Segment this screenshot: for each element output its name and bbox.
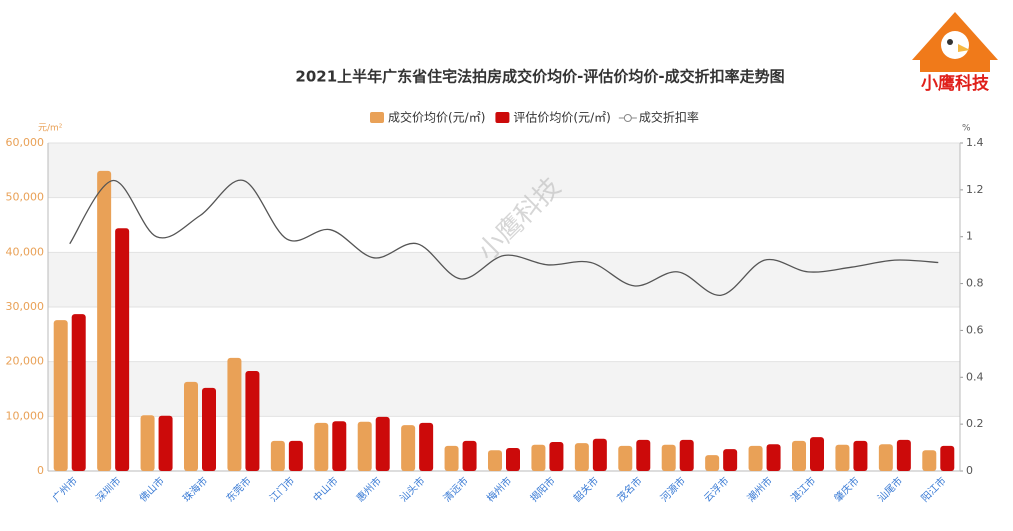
x-tick-label: 潮州市 [744, 474, 774, 504]
legend-label: 成交折扣率 [639, 110, 699, 125]
bar [592, 438, 607, 471]
bar [53, 320, 68, 471]
bar [270, 440, 285, 471]
y2-tick-label: 0.8 [966, 277, 984, 290]
bar [766, 444, 781, 471]
bar [401, 425, 416, 471]
x-tick-label: 清远市 [440, 474, 470, 504]
bar [288, 440, 303, 471]
bar [574, 443, 589, 471]
bar [97, 170, 112, 471]
x-tick-label: 湛江市 [788, 474, 818, 504]
bar [140, 415, 155, 471]
x-tick-label: 韶关市 [571, 474, 601, 504]
y2-tick-label: 0 [966, 464, 973, 477]
bar [896, 439, 911, 471]
x-tick-label: 珠海市 [180, 474, 210, 504]
x-tick-label: 河源市 [658, 474, 688, 504]
x-tick-label: 汕尾市 [875, 474, 905, 504]
grid-band [48, 143, 960, 198]
bar [419, 422, 434, 471]
x-tick-label: 深圳市 [93, 474, 123, 504]
logo: 小鹰科技 [912, 12, 998, 94]
x-tick-label: 江门市 [267, 474, 297, 504]
bar [357, 421, 372, 471]
bar [723, 449, 738, 471]
bar [531, 444, 546, 471]
chart-title: 2021上半年广东省住宅法拍房成交价均价-评估价均价-成交折扣率走势图 [295, 68, 784, 86]
legend-label: 评估价均价(元/㎡) [513, 111, 610, 125]
bar [878, 444, 893, 471]
bar [462, 440, 477, 471]
bar [375, 416, 390, 471]
y2-tick-label: 1.4 [966, 136, 984, 149]
bar [835, 444, 850, 471]
x-tick-label: 肇庆市 [831, 474, 861, 504]
legend-swatch [370, 112, 384, 123]
y-tick-label: 60,000 [6, 136, 45, 149]
y-tick-label: 50,000 [6, 191, 45, 204]
y-tick-label: 40,000 [6, 245, 45, 258]
legend-swatch [495, 112, 510, 123]
y-unit: 元/m² [38, 124, 63, 134]
x-tick-label: 惠州市 [354, 474, 384, 504]
y2-tick-label: 0.4 [966, 370, 984, 383]
y-tick-label: 10,000 [6, 409, 45, 422]
x-tick-label: 茂名市 [614, 474, 644, 504]
bar [506, 448, 520, 471]
bar [922, 450, 937, 471]
y-tick-label: 0 [37, 464, 44, 477]
bar [853, 440, 868, 471]
bar [71, 314, 86, 471]
y2-tick-label: 0.2 [966, 417, 984, 430]
bar [940, 445, 955, 471]
bar [332, 421, 347, 471]
bar [245, 370, 260, 471]
bar [227, 357, 242, 471]
x-tick-label: 云浮市 [701, 474, 731, 504]
bar [115, 228, 130, 471]
x-tick-label: 佛山市 [136, 474, 166, 504]
x-tick-label: 广州市 [50, 474, 80, 504]
x-tick-label: 阳江市 [918, 474, 948, 504]
grid-band [48, 252, 960, 307]
bar [488, 450, 502, 471]
bar [549, 442, 564, 471]
y-tick-label: 20,000 [6, 355, 45, 368]
y-tick-label: 30,000 [6, 300, 45, 313]
y2-tick-label: 1.2 [966, 183, 984, 196]
bar [444, 445, 459, 471]
x-tick-label: 中山市 [310, 474, 340, 504]
bar [748, 445, 763, 471]
grid-band [48, 361, 960, 417]
y2-tick-label: 1 [966, 230, 973, 243]
bar [661, 444, 676, 471]
bar [314, 422, 329, 471]
x-tick-label: 揭阳市 [527, 474, 557, 504]
y2-unit: % [962, 124, 971, 134]
bar [158, 415, 173, 471]
legend-swatch [623, 114, 632, 122]
x-tick-label: 汕头市 [397, 474, 427, 504]
bar [636, 439, 651, 471]
x-tick-label: 梅州市 [484, 474, 514, 504]
bar [202, 387, 216, 471]
legend-label: 成交价均价(元/㎡) [388, 110, 485, 125]
line [69, 179, 939, 296]
bar [705, 455, 720, 471]
logo-text: 小鹰科技 [921, 73, 990, 94]
bar [792, 440, 806, 471]
x-tick-label: 东莞市 [223, 474, 253, 504]
bar [184, 381, 198, 471]
bar [679, 439, 694, 471]
bar [618, 445, 633, 471]
y2-tick-label: 0.6 [966, 323, 984, 336]
bar [810, 437, 824, 471]
